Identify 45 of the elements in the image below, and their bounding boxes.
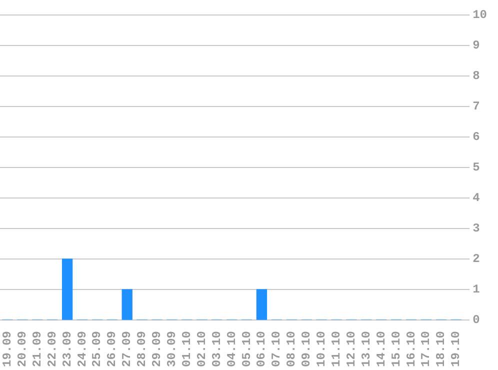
x-tick-label: 15.10: [389, 330, 404, 368]
x-tick-label: 14.10: [374, 330, 388, 368]
x-tick-label: 19.09: [0, 330, 14, 368]
y-tick-label: 9: [472, 38, 480, 53]
x-tick-label: 01.10: [180, 330, 194, 368]
x-tick-label: 08.10: [284, 330, 299, 368]
y-tick-label: 0: [472, 313, 480, 328]
x-tick-label: 05.10: [240, 330, 254, 368]
y-tick-label: 8: [472, 69, 480, 84]
x-tick-label: 06.10: [254, 330, 269, 368]
y-tick-label: 7: [472, 100, 480, 114]
x-tick-label: 09.10: [300, 330, 314, 368]
x-tick-label: 19.10: [449, 330, 464, 368]
y-tick-label: 3: [472, 222, 480, 236]
x-tick-label: 18.10: [434, 330, 448, 368]
y-tick-label: 4: [472, 191, 480, 206]
x-tick-label: 29.09: [150, 330, 164, 368]
x-tick-label: 22.09: [45, 330, 60, 368]
x-tick-label: 11.10: [330, 330, 344, 368]
x-tick-label: 17.10: [419, 330, 434, 368]
x-tick-label: 20.09: [15, 330, 30, 368]
x-tick-label: 12.10: [344, 330, 358, 368]
y-tick-label: 1: [472, 282, 480, 297]
x-tick-label: 30.09: [164, 330, 179, 368]
x-tick-label: 21.09: [30, 330, 44, 368]
x-tick-label: 02.10: [194, 330, 209, 368]
x-tick-label: 28.09: [135, 330, 150, 368]
x-tick-label: 24.09: [75, 330, 90, 368]
y-tick-label: 6: [472, 130, 480, 144]
y-tick-label: 5: [472, 160, 480, 175]
bar: [62, 258, 73, 320]
bar: [256, 289, 268, 320]
x-tick-label: 03.10: [210, 330, 224, 368]
y-tick-label: 2: [472, 252, 480, 266]
x-tick-label: 25.09: [90, 330, 104, 368]
x-tick-label: 07.10: [270, 330, 284, 368]
x-tick-label: 16.10: [404, 330, 418, 368]
x-tick-label: 04.10: [224, 330, 239, 368]
y-tick-label: 10: [472, 8, 488, 22]
bar: [122, 289, 132, 320]
x-tick-label: 27.09: [120, 330, 134, 368]
x-tick-label: 26.09: [105, 330, 120, 368]
x-tick-label: 10.10: [314, 330, 329, 368]
x-tick-label: 13.10: [359, 330, 374, 368]
x-tick-label: 23.09: [60, 330, 74, 368]
